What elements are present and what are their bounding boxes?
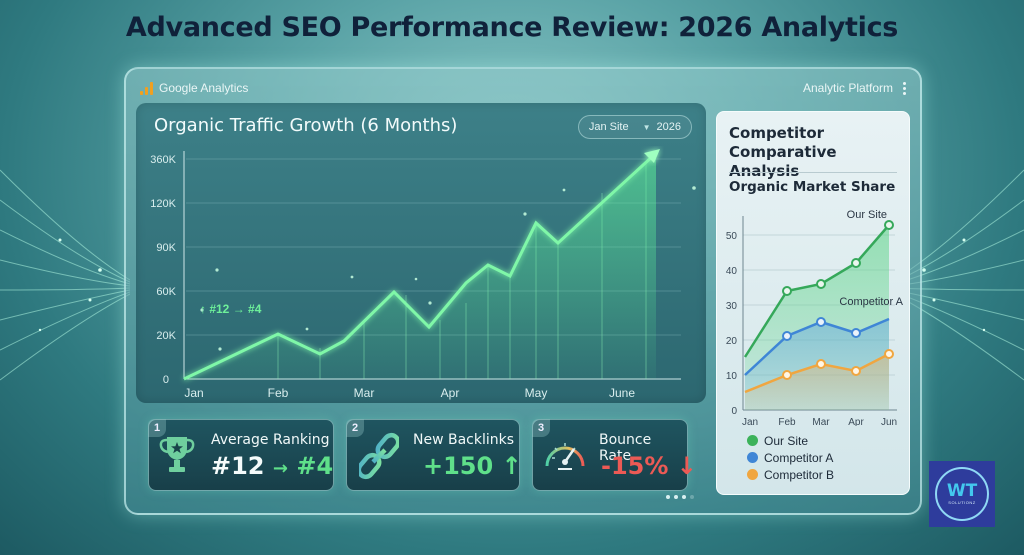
- kpi-card-new-backlinks[interactable]: 2 New Backlinks +150 ↑: [346, 419, 522, 491]
- svg-text:10: 10: [726, 371, 738, 382]
- filter-site-label: Jan Site: [588, 121, 629, 133]
- page-dot[interactable]: [666, 495, 670, 499]
- platform-area: Analytic Platform: [803, 81, 906, 95]
- organic-traffic-chart: 360K 120K 90K 60K 20K 0 Jan Feb Mar Apr …: [150, 149, 696, 400]
- ranking-annotation: ↑ #12 → #4: [200, 302, 262, 316]
- svg-text:Mar: Mar: [354, 386, 375, 400]
- svg-text:0: 0: [163, 374, 169, 386]
- kebab-menu-icon[interactable]: [903, 81, 906, 95]
- x-tick-labels: Jan Feb Mar Apr May June: [184, 386, 635, 400]
- svg-text:May: May: [525, 386, 548, 400]
- arrow-down-icon: ↓: [676, 452, 697, 480]
- filter-year-label: 2026: [656, 121, 681, 133]
- svg-text:June: June: [609, 386, 635, 400]
- svg-text:60K: 60K: [156, 286, 176, 298]
- platform-label: Analytic Platform: [802, 81, 893, 95]
- traffic-line: [183, 153, 656, 381]
- pagination-dots: [666, 495, 694, 499]
- page-dot[interactable]: [690, 495, 694, 499]
- brand-label: Google Analytics: [159, 81, 249, 95]
- kpi-index: 3: [532, 419, 550, 437]
- legend-dot-icon: [747, 452, 758, 463]
- decorative-light-streaks-left: [0, 169, 130, 381]
- svg-text:Apr: Apr: [441, 386, 460, 400]
- competitor-a-series-label: Competitor A: [839, 296, 903, 308]
- svg-text:20K: 20K: [156, 330, 176, 342]
- svg-text:0: 0: [731, 406, 737, 417]
- kpi-row: 1 Average Ranking #12 → #4 2: [146, 419, 706, 499]
- svg-text:Apr: Apr: [848, 417, 864, 426]
- speedometer-icon: [545, 443, 585, 470]
- analytics-dashboard: Google Analytics Analytic Platform: [124, 67, 922, 515]
- kpi-label: Average Ranking: [211, 432, 330, 448]
- svg-text:120K: 120K: [150, 198, 176, 210]
- market-share-title: Organic Market Share: [729, 179, 896, 195]
- kpi-label: New Backlinks: [413, 432, 515, 448]
- wt-solutionz-logo: WT SOLUTIONZ: [929, 461, 995, 527]
- trophy-icon: [159, 437, 195, 472]
- svg-text:Jan: Jan: [184, 386, 203, 400]
- page-dot[interactable]: [682, 495, 686, 499]
- svg-text:30: 30: [726, 301, 738, 312]
- arrow-up-icon: ↑: [501, 452, 522, 480]
- kpi-label: Bounce Rate: [599, 432, 652, 464]
- page-dot[interactable]: [674, 495, 678, 499]
- kpi-card-average-ranking[interactable]: 1 Average Ranking #12 → #4: [148, 419, 334, 491]
- svg-text:360K: 360K: [150, 154, 176, 166]
- bar-chart-icon: [140, 81, 153, 95]
- link-icon: [359, 432, 399, 480]
- kpi-index: 1: [148, 419, 166, 437]
- svg-text:40: 40: [726, 266, 738, 277]
- growth-arrow-icon: [644, 149, 660, 163]
- kpi-index: 2: [346, 419, 364, 437]
- svg-text:Jun: Jun: [881, 417, 897, 426]
- dashboard-top-bar: Google Analytics Analytic Platform: [140, 77, 906, 99]
- legend-item-competitor-a[interactable]: Competitor A: [747, 449, 834, 466]
- competitor-panel-title: Competitor Comparative Analysis: [729, 124, 837, 180]
- kpi-value: #12 → #4: [211, 452, 334, 480]
- svg-text:50: 50: [726, 231, 738, 242]
- legend-item-competitor-b[interactable]: Competitor B: [747, 466, 834, 483]
- logo-ring: WT SOLUTIONZ: [935, 467, 989, 521]
- svg-text:Jan: Jan: [742, 417, 758, 426]
- page-title: Advanced SEO Performance Review: 2026 An…: [125, 12, 899, 43]
- organic-traffic-panel: 360K 120K 90K 60K 20K 0 Jan Feb Mar Apr …: [136, 103, 706, 403]
- legend-dot-icon: [747, 469, 758, 480]
- logo-sub-text: SOLUTIONZ: [948, 500, 976, 505]
- y-tick-labels: 360K 120K 90K 60K 20K 0: [150, 154, 176, 386]
- svg-text:Mar: Mar: [812, 417, 830, 426]
- caret-down-icon: ▼: [642, 122, 651, 132]
- legend-dot-icon: [747, 435, 758, 446]
- kpi-value: +150 ↑: [423, 452, 522, 480]
- competitor-analysis-panel: Competitor Comparative Analysis Organic …: [716, 111, 910, 495]
- market-share-chart: 0 10 20 30 40 50 Jan Feb Mar Apr Jun Our Sit…: [726, 209, 904, 426]
- chart-legend: Our Site Competitor A Competitor B: [747, 432, 834, 483]
- legend-item-our-site[interactable]: Our Site: [747, 432, 834, 449]
- kpi-value: -15% ↓: [601, 452, 697, 480]
- svg-text:Feb: Feb: [268, 386, 289, 400]
- svg-text:20: 20: [726, 336, 738, 347]
- logo-main-text: WT: [946, 481, 978, 501]
- google-analytics-brand[interactable]: Google Analytics: [140, 81, 248, 95]
- traffic-chart-title: Organic Traffic Growth (6 Months): [154, 115, 458, 136]
- divider: [729, 172, 897, 173]
- our-site-series-label: Our Site: [847, 209, 887, 221]
- svg-text:90K: 90K: [156, 242, 176, 254]
- svg-text:Feb: Feb: [778, 417, 796, 426]
- kpi-card-bounce-rate[interactable]: 3 Bounce Rate -15% ↓: [532, 419, 697, 491]
- date-site-filter[interactable]: Jan Site ▼ 2026: [577, 115, 692, 139]
